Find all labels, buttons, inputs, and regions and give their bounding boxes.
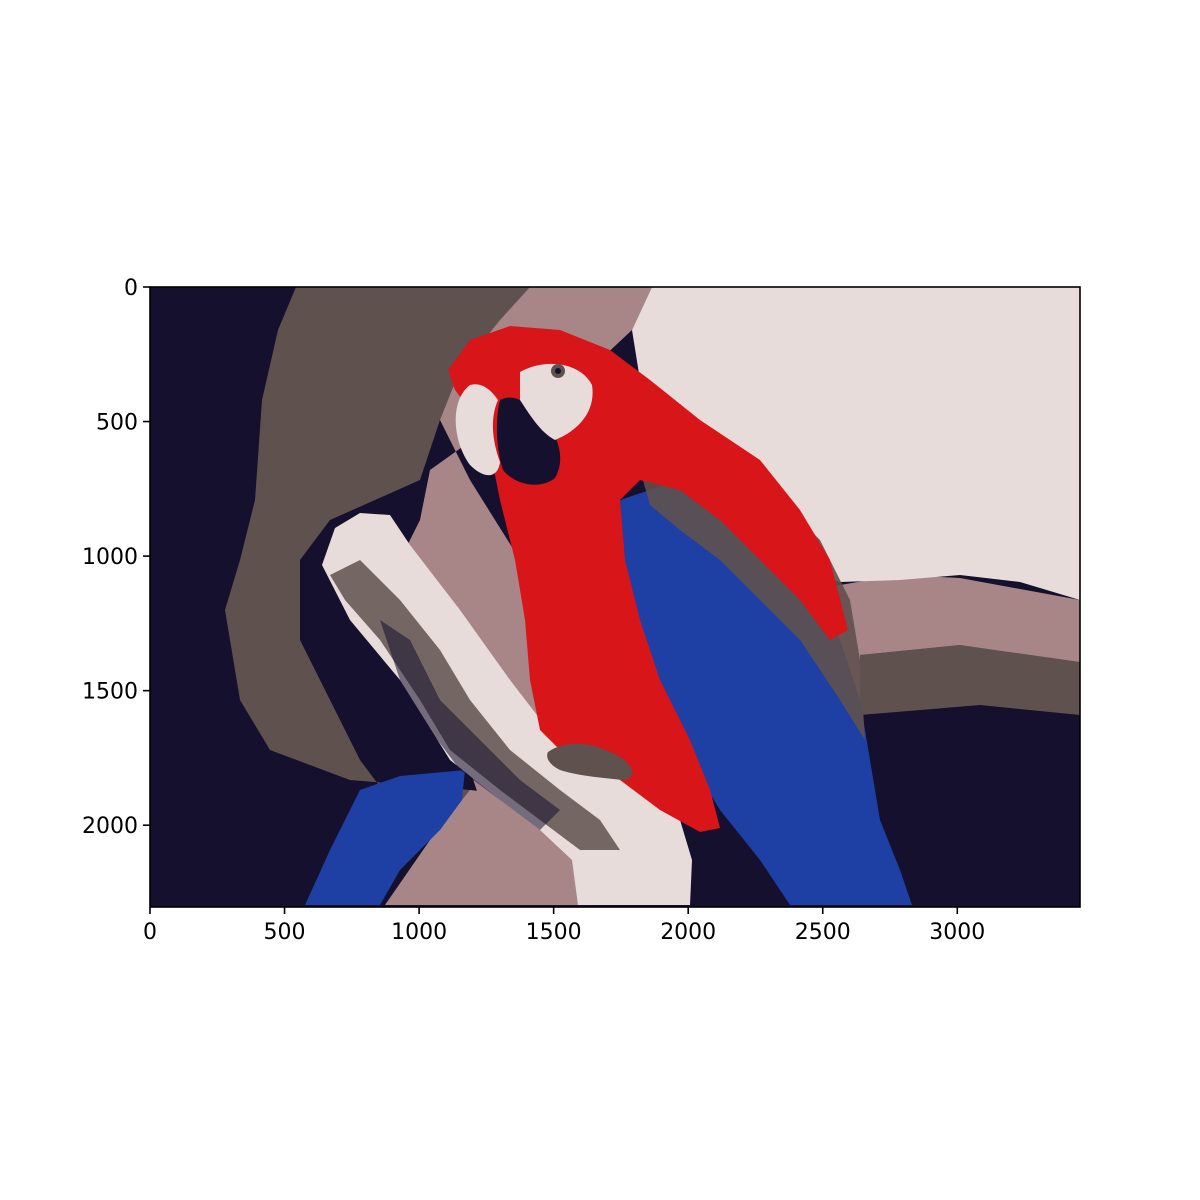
- y-tick-label: 2000: [82, 814, 138, 839]
- x-tick-label: 2500: [795, 920, 851, 945]
- y-tick-label: 500: [96, 411, 138, 436]
- y-tick-label: 1500: [82, 680, 138, 705]
- x-tick-label: 2000: [660, 920, 716, 945]
- x-tick-label: 1000: [391, 920, 447, 945]
- y-axis: 0 500 1000 1500 2000: [82, 276, 150, 839]
- x-tick-label: 3000: [929, 920, 985, 945]
- parrot-pupil: [555, 368, 561, 374]
- x-axis: 0 500 1000 1500 2000 2500 3000: [143, 907, 985, 945]
- x-tick-label: 500: [264, 920, 306, 945]
- x-tick-label: 1500: [526, 920, 582, 945]
- quantized-image: [150, 287, 1080, 907]
- x-tick-label: 0: [143, 920, 157, 945]
- y-tick-label: 0: [124, 276, 138, 301]
- y-tick-label: 1000: [82, 545, 138, 570]
